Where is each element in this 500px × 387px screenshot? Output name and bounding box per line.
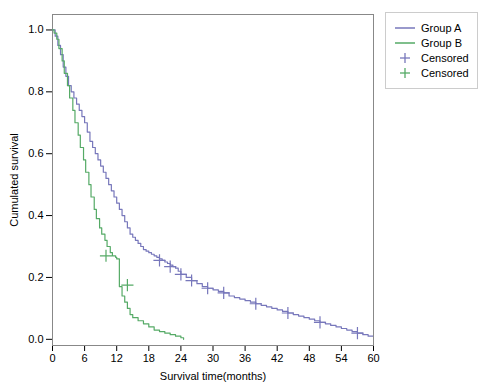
svg-text:1.0: 1.0: [28, 23, 43, 35]
svg-text:24: 24: [175, 352, 187, 364]
svg-text:Cumulated survival: Cumulated survival: [8, 133, 20, 227]
svg-text:54: 54: [335, 352, 347, 364]
svg-text:30: 30: [207, 352, 219, 364]
svg-text:18: 18: [143, 352, 155, 364]
svg-text:0.0: 0.0: [28, 333, 43, 345]
html-text:Group B: Group B: [421, 37, 462, 49]
svg-text:0: 0: [49, 352, 55, 364]
svg-text:6: 6: [82, 352, 88, 364]
svg-text:60: 60: [367, 352, 379, 364]
html-text:Censored: Censored: [421, 67, 469, 79]
svg-text:0.6: 0.6: [28, 147, 43, 159]
svg-text:0.2: 0.2: [28, 271, 43, 283]
svg-text:0.4: 0.4: [28, 209, 43, 221]
svg-text:48: 48: [303, 352, 315, 364]
svg-text:36: 36: [239, 352, 251, 364]
html-text:Group A: Group A: [421, 22, 462, 34]
svg-text:42: 42: [271, 352, 283, 364]
svg-text:0.8: 0.8: [28, 85, 43, 97]
html-text:Censored: Censored: [421, 52, 469, 64]
svg-text:12: 12: [111, 352, 123, 364]
svg-text:Survival time(months): Survival time(months): [160, 370, 266, 382]
